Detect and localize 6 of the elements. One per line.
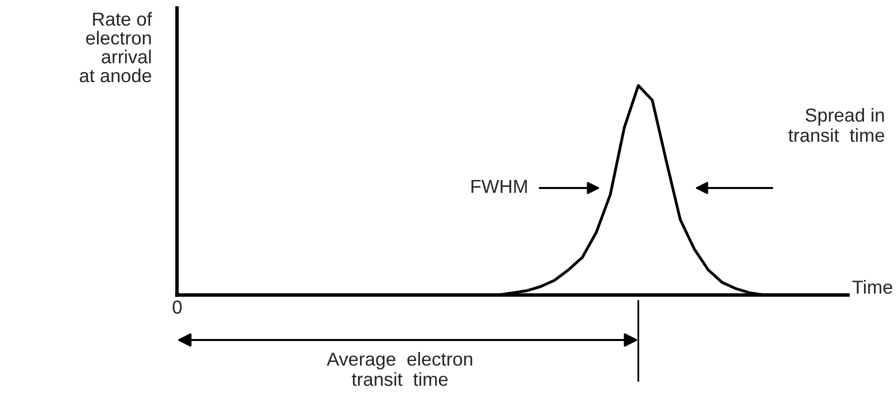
annotation: FWHM <box>472 180 527 193</box>
text: 0 <box>172 300 182 314</box>
y-axis-title: Rate of electron arrival at anode <box>80 12 152 82</box>
x-axis-title: Time <box>852 280 892 294</box>
text: Average electron transit time <box>326 352 472 386</box>
annotation: Spread in transit time <box>788 108 884 142</box>
